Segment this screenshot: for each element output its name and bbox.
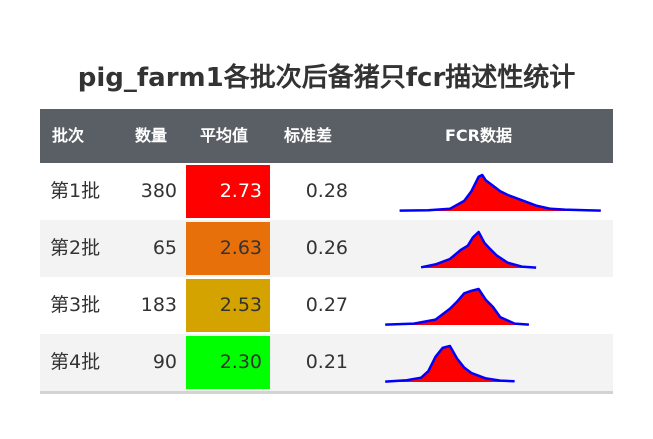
mean-cell: 2.63 <box>219 237 262 259</box>
count-cell: 90 <box>152 351 177 373</box>
density-area <box>385 346 515 382</box>
fcr-density-sparkline <box>399 173 601 212</box>
header-sd: 标准差 <box>284 126 333 145</box>
sd-cell: 0.21 <box>305 351 348 373</box>
density-area <box>421 232 537 268</box>
mean-cell: 2.53 <box>219 294 262 316</box>
sd-cell: 0.28 <box>305 180 348 202</box>
density-line <box>385 287 529 326</box>
fcr-density-sparkline <box>420 230 537 269</box>
density-line <box>399 173 601 212</box>
count-cell: 183 <box>140 294 177 316</box>
table-body: 第1批 380 2.73 0.28 第2批 65 2.63 0.26 第3批 183 2.53 0.2… <box>40 163 613 391</box>
mean-cell: 2.30 <box>219 351 262 373</box>
chart-title: pig_farm1各批次后备猪只fcr描述性统计 <box>77 63 576 93</box>
header-fcr: FCR数据 <box>445 126 512 145</box>
batch-cell: 第3批 <box>50 294 101 316</box>
table-header: 批次 数量 平均值 标准差 FCR数据 <box>40 109 613 163</box>
fcr-density-sparkline <box>385 287 529 326</box>
mean-color-box <box>186 336 270 389</box>
table-row: 第3批 183 2.53 0.27 <box>40 277 613 334</box>
header-count: 数量 <box>135 126 168 145</box>
mean-color-box <box>186 222 270 275</box>
stats-table: 批次 数量 平均值 标准差 FCR数据 第1批 380 2.73 0.28 第2批 65 2… <box>40 109 613 394</box>
density-line <box>420 230 537 269</box>
header-batch: 批次 <box>52 126 85 145</box>
density-line <box>385 344 515 383</box>
batch-cell: 第1批 <box>50 180 101 202</box>
sd-cell: 0.26 <box>305 237 348 259</box>
header-mean: 平均值 <box>200 126 249 145</box>
mean-cell: 2.73 <box>219 180 262 202</box>
batch-cell: 第2批 <box>50 237 101 259</box>
table-row: 第2批 65 2.63 0.26 <box>40 220 613 277</box>
table-row: 第1批 380 2.73 0.28 <box>40 163 613 220</box>
fcr-density-sparkline <box>385 344 515 383</box>
mean-color-box <box>186 165 270 218</box>
count-cell: 65 <box>152 237 177 259</box>
table-row: 第4批 90 2.30 0.21 <box>40 334 613 391</box>
sd-cell: 0.27 <box>305 294 348 316</box>
bottom-rule <box>40 391 613 394</box>
batch-cell: 第4批 <box>50 351 101 373</box>
density-area <box>385 289 529 325</box>
count-cell: 380 <box>140 180 177 202</box>
mean-color-box <box>186 279 270 332</box>
density-area <box>399 175 601 211</box>
